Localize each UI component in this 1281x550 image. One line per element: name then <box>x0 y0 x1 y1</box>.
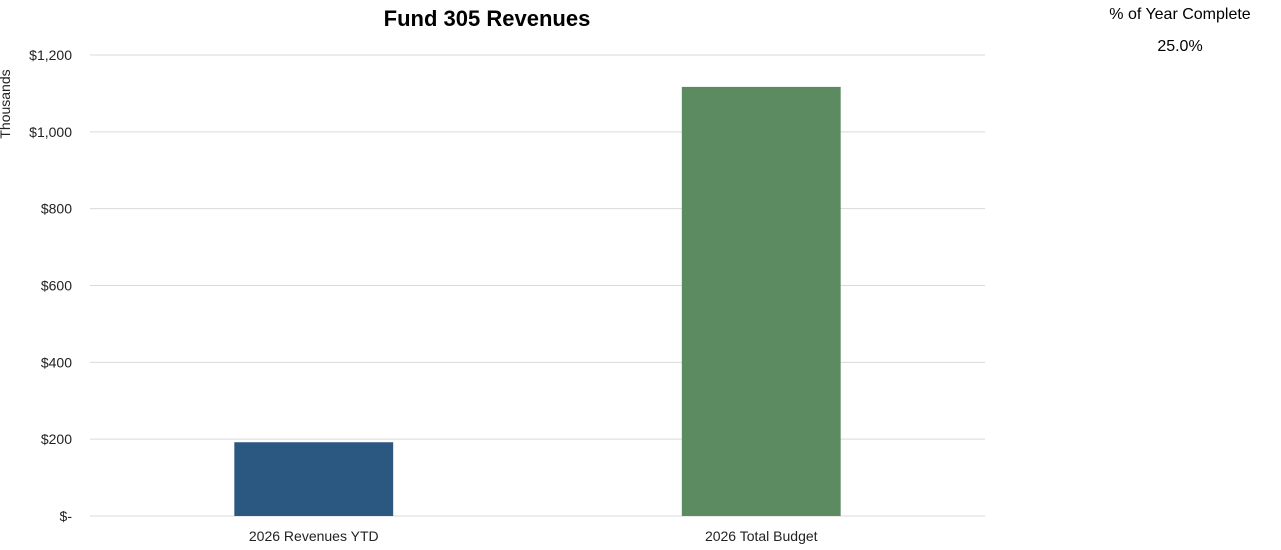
y-tick-labels: $- $200 $400 $600 $800 $1,000 $1,200 <box>29 47 72 524</box>
y-tick-label: $200 <box>41 431 72 447</box>
x-tick-label: 2026 Total Budget <box>705 528 818 544</box>
y-tick-label: $800 <box>41 201 72 217</box>
gridlines <box>90 54 985 517</box>
chart-title: Fund 305 Revenues <box>384 6 591 31</box>
bars <box>234 86 841 516</box>
year-complete-value: 25.0% <box>1157 38 1203 55</box>
y-tick-label: $1,000 <box>29 124 72 140</box>
y-axis-title: Thousands <box>0 69 13 138</box>
y-tick-label: $- <box>60 508 73 524</box>
x-tick-label: 2026 Revenues YTD <box>249 528 379 544</box>
bar <box>234 442 394 516</box>
bar <box>681 86 841 516</box>
year-complete-panel: % of Year Complete 25.0% <box>1080 6 1280 56</box>
year-complete-label: % of Year Complete <box>1109 6 1251 23</box>
y-tick-label: $1,200 <box>29 47 72 63</box>
x-tick-labels: 2026 Revenues YTD 2026 Total Budget <box>249 528 818 544</box>
y-tick-label: $400 <box>41 354 72 370</box>
y-tick-label: $600 <box>41 278 72 294</box>
